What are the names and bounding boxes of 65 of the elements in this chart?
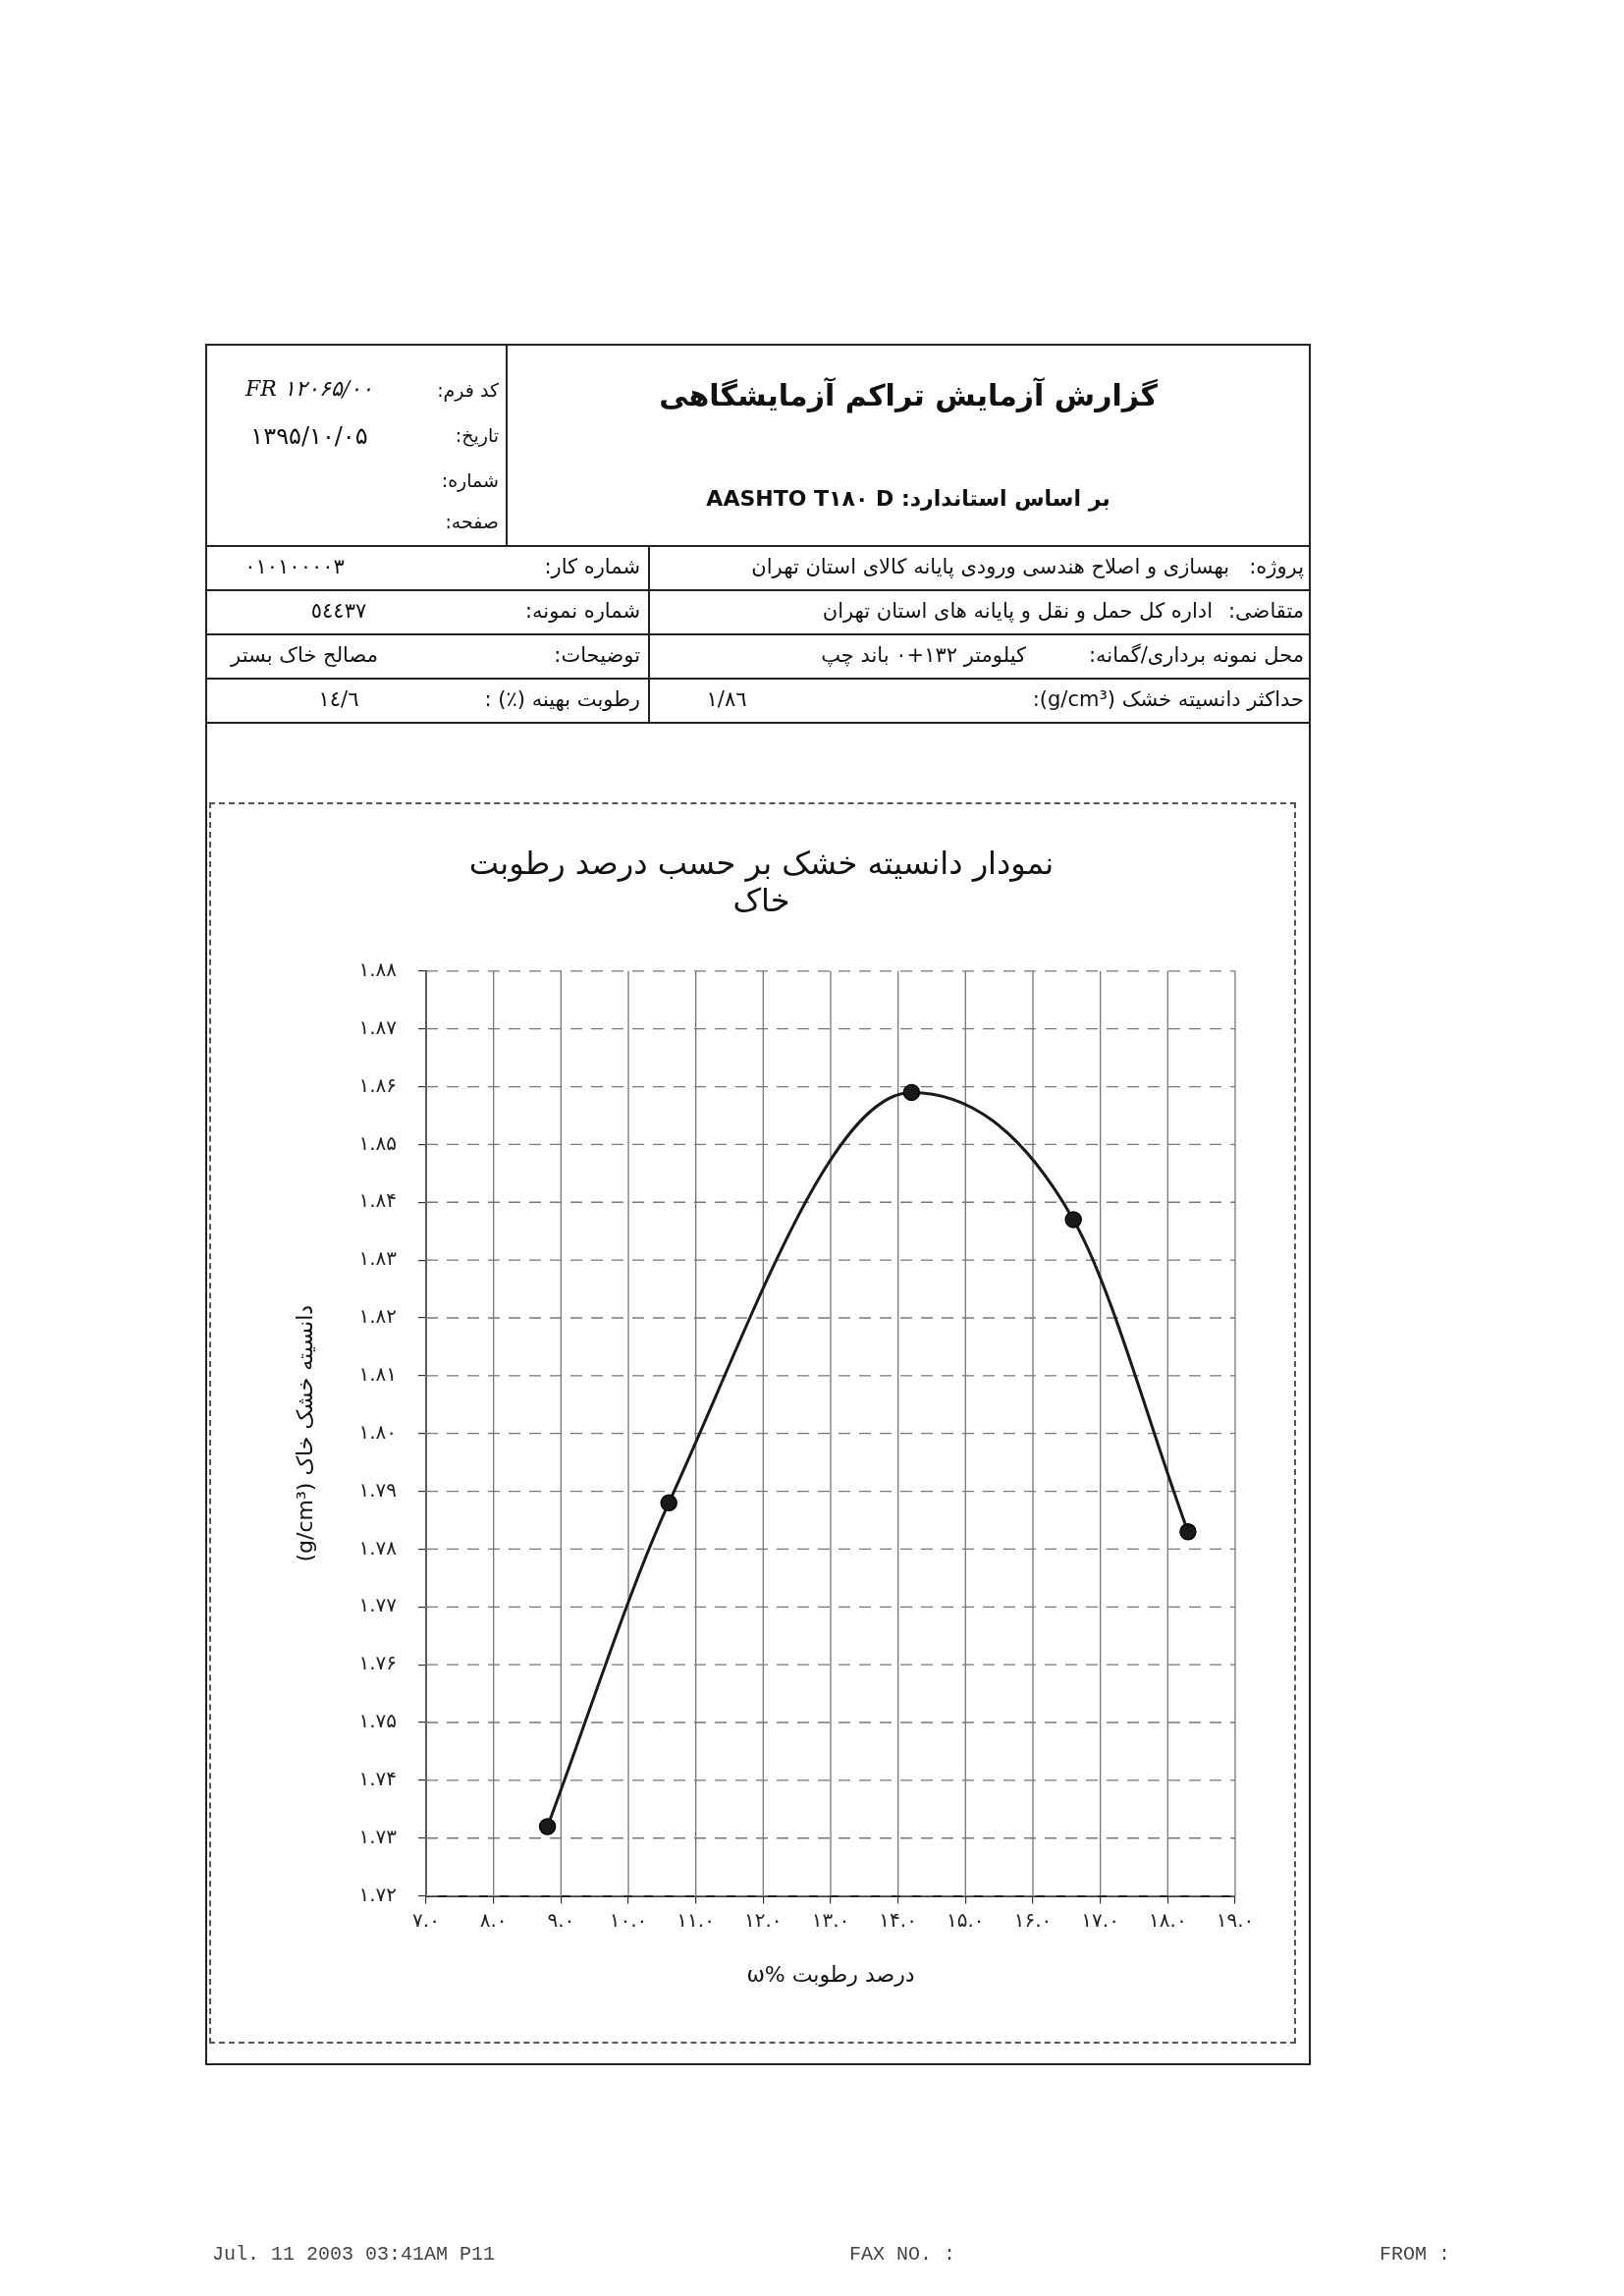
text: کیلومتر ۱۳۲+۰ باند چپ	[821, 643, 1026, 669]
y-tick-label: ۱.۸۰	[358, 1419, 397, 1444]
text: شماره کار:	[544, 555, 640, 580]
text: شماره:	[441, 469, 499, 492]
y-tick-label: ۱.۷۷	[358, 1593, 398, 1617]
x-tick-label: ۱۲.۰	[744, 1907, 783, 1932]
x-axis-title: ω% درصد رطوبت	[746, 1961, 915, 1987]
y-tick-label: ۱.۷۶	[358, 1651, 397, 1675]
y-tick-label: ۱.۷۳	[358, 1824, 398, 1848]
text: ۱۳۹۵/۱۰/۰۵	[250, 422, 368, 451]
text: Jul. 11 2003 03:41AM P11	[212, 2243, 496, 2267]
x-tick-label: ۱۰.۰	[609, 1907, 648, 1932]
text: شماره نمونه:	[525, 599, 640, 625]
point	[902, 1083, 921, 1102]
x-tick-label: ۱۶.۰	[1013, 1907, 1053, 1932]
y-tick-label: ۱.۸۵	[358, 1130, 397, 1155]
y-tick-label: ۱.۷۸	[358, 1535, 398, 1559]
x-tick-label: ۱۵.۰	[947, 1907, 985, 1932]
x-tick-label: ۱۴.۰	[879, 1907, 917, 1932]
chart-title: نمودار دانسیته خشک بر حسب درصد رطوبت خاک	[468, 844, 1055, 919]
text: FR ۱۲۰۶۵/۰۰	[244, 376, 374, 403]
text: توضیحات:	[554, 643, 640, 669]
x-tick-label: ۱۸.۰	[1149, 1907, 1187, 1932]
y-tick-label: ۱.۸۷	[358, 1014, 398, 1039]
x-tick-label: ۹.۰	[547, 1907, 575, 1932]
y-tick-label: ۱.۸۶	[358, 1072, 397, 1097]
y-tick-label: ۱.۷۹	[358, 1477, 397, 1502]
text: حداکثر دانسیته خشک (g/cm³):	[1032, 687, 1304, 713]
text: تاریخ:	[455, 424, 499, 447]
text: پروژه:	[1249, 555, 1304, 580]
point	[1179, 1523, 1197, 1541]
text: صفحه:	[445, 511, 499, 533]
text: ٥٤٤٣٧	[310, 599, 367, 625]
point	[660, 1494, 677, 1512]
text: بر اساس استاندارد: AASHTO T۱۸۰ D	[706, 486, 1110, 513]
x-tick-label: ۱۳.۰	[811, 1907, 850, 1932]
y-tick-label: ۱.۸۸	[358, 957, 398, 981]
x-tick-label: ۱۱.۰	[677, 1907, 715, 1932]
text: کد فرم:	[437, 379, 499, 402]
x-tick-label: ۱۹.۰	[1216, 1907, 1255, 1932]
y-tick-label: ۱.۸۲	[358, 1304, 397, 1329]
text: ١٤/٦	[318, 687, 359, 713]
text: ٠١٠١٠٠٠٠٣	[244, 555, 345, 580]
y-tick-label: ۱.۷۲	[358, 1882, 397, 1906]
y-tick-label: ۱.۷۵	[358, 1709, 397, 1733]
text: اداره کل حمل و نقل و پایانه های استان تهران	[822, 599, 1213, 625]
point	[1064, 1211, 1082, 1229]
point	[538, 1818, 557, 1835]
text: متقاضی:	[1227, 599, 1304, 625]
y-axis-title: (g/cm³) دانسیته خشک خاک	[292, 1304, 317, 1562]
y-tick-label: ۱.۷۴	[358, 1767, 397, 1791]
text: ١/٨٦	[706, 687, 747, 713]
x-tick-label: ۷.۰	[412, 1907, 440, 1932]
text: FAX NO. :	[849, 2243, 956, 2267]
y-tick-label: ۱.۸۴	[358, 1188, 397, 1213]
text: FROM :	[1379, 2243, 1450, 2267]
text: گزارش آزمایش تراکم آزمایشگاهی	[659, 378, 1158, 413]
y-tick-label: ۱.۸۱	[358, 1362, 397, 1387]
text: بهسازی و اصلاح هندسی ورودی پایانه کالای استان تهران	[751, 555, 1229, 580]
x-tick-label: ۱۷.۰	[1081, 1907, 1119, 1932]
text: رطوبت بهینه (٪) :	[484, 687, 640, 713]
y-tick-label: ۱.۸۳	[358, 1246, 398, 1271]
text: مصالح خاک بستر	[231, 643, 378, 669]
text: محل نمونه برداری/گمانه:	[1089, 643, 1304, 669]
x-tick-label: ۸.۰	[479, 1907, 508, 1932]
